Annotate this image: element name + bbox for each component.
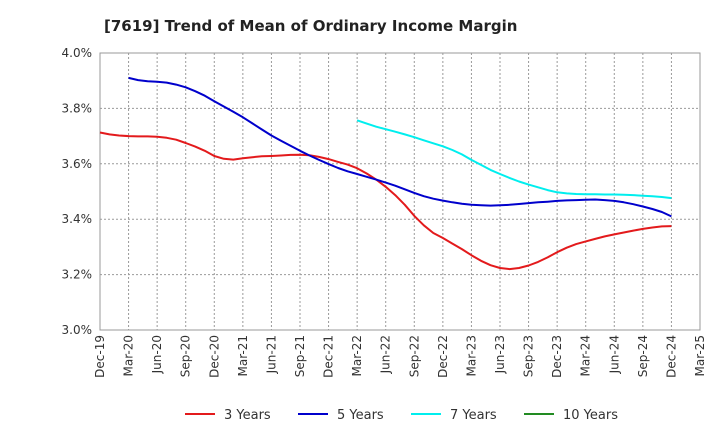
legend-label: 7 Years [450,408,497,423]
legend-label: 10 Years [563,408,618,423]
x-tick-label: Sep-23 [522,335,536,377]
series-line-0 [99,131,672,271]
plot-frame [99,52,701,331]
x-tick-label: Jun-22 [379,335,393,374]
x-tick-label: Dec-23 [550,335,564,378]
y-tick-label: 3.4% [62,212,93,226]
legend: 3 Years 5 Years 7 Years 10 Years [185,408,618,423]
x-tick-label: Sep-22 [407,335,421,377]
y-tick-label: 4.0% [62,46,93,60]
legend-label: 3 Years [224,408,271,423]
x-tick-label: Dec-22 [436,335,450,378]
y-axis: 3.0% 3.2% 3.4% 3.6% 3.8% 4.0% [62,46,93,337]
series-lines [99,76,672,271]
x-tick-label: Jun-23 [493,335,507,374]
x-tick-label: Dec-24 [664,335,678,378]
series-line-2 [356,119,672,200]
series-line-1 [128,76,672,218]
y-tick-label: 3.0% [62,323,93,337]
x-tick-label: Mar-21 [236,335,250,376]
x-tick-label: Jun-20 [150,335,164,374]
x-tick-label: Mar-22 [350,335,364,376]
x-tick-label: Jun-21 [264,335,278,374]
x-tick-label: Dec-19 [93,335,107,378]
x-tick-label: Dec-21 [322,335,336,378]
y-tick-label: 3.6% [62,157,93,171]
chart-title: [7619] Trend of Mean of Ordinary Income … [104,17,517,35]
x-tick-label: Dec-20 [207,335,221,378]
x-tick-label: Mar-25 [693,335,707,376]
x-tick-label: Sep-21 [293,335,307,377]
x-tick-label: Jun-24 [607,335,621,374]
x-tick-label: Mar-20 [122,335,136,376]
grid [99,52,701,331]
legend-label: 5 Years [337,408,384,423]
x-tick-label: Sep-24 [636,335,650,377]
x-tick-label: Mar-23 [464,335,478,376]
x-tick-label: Sep-20 [179,335,193,377]
y-tick-label: 3.8% [62,101,93,115]
x-tick-label: Mar-24 [579,335,593,376]
y-tick-label: 3.2% [62,268,93,282]
x-axis: Dec-19 Mar-20 Jun-20 Sep-20 Dec-20 Mar-21 Jun-… [93,335,707,378]
